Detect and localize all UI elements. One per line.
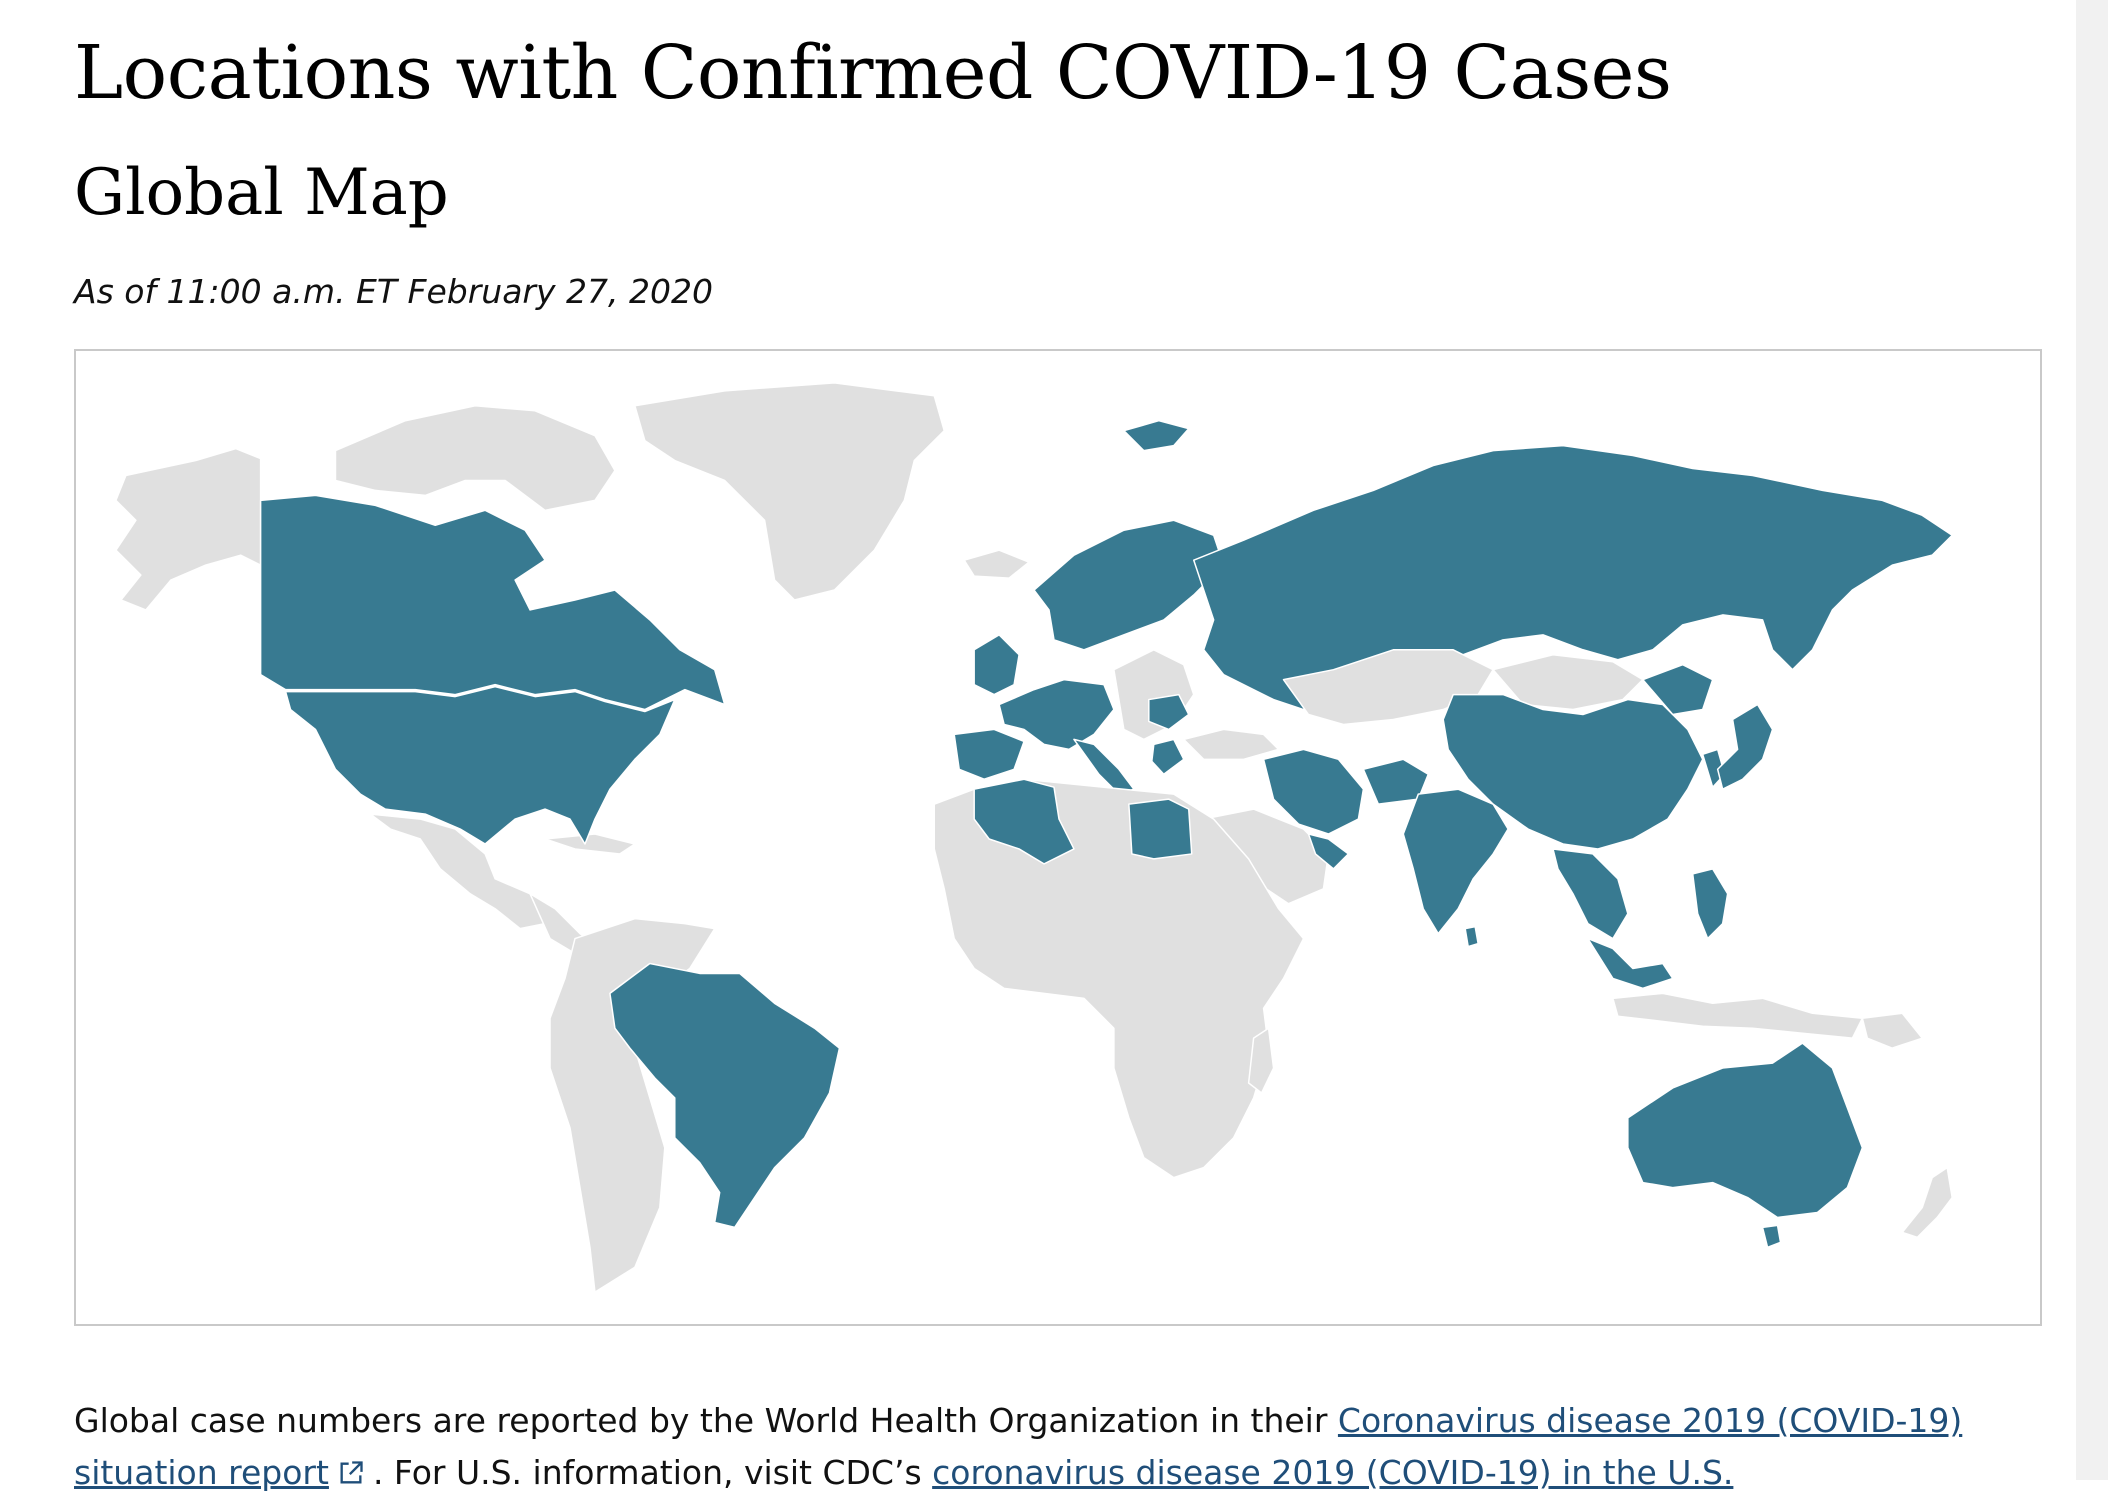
footnote-text-before: Global case numbers are reported by the … xyxy=(74,1401,1338,1440)
region-canadian-arctic xyxy=(334,405,616,512)
country-mexico xyxy=(369,813,546,930)
country-madagascar xyxy=(1247,1027,1275,1094)
country-alaska xyxy=(115,447,262,611)
country-mongolia-border-region xyxy=(1642,663,1714,716)
country-papua-new-guinea xyxy=(1861,1012,1923,1049)
region-scandinavia xyxy=(1033,519,1225,651)
cdc-us-covid-link[interactable]: coronavirus disease 2019 (COVID-19) in t… xyxy=(932,1453,1734,1492)
page-subtitle: Global Map xyxy=(74,156,449,230)
country-egypt xyxy=(1128,798,1193,860)
country-sri-lanka xyxy=(1464,925,1479,948)
country-svalbard xyxy=(1123,419,1190,452)
country-greece xyxy=(1151,738,1185,776)
external-link-icon[interactable] xyxy=(337,1459,365,1487)
country-malaysia xyxy=(1587,937,1674,990)
country-algeria xyxy=(973,778,1075,865)
region-south-america-west xyxy=(549,917,716,1293)
country-india xyxy=(1402,788,1509,935)
world-map-svg xyxy=(115,382,1953,1293)
country-italy xyxy=(1073,738,1135,795)
source-footnote: Global case numbers are reported by the … xyxy=(74,1395,2034,1499)
region-africa xyxy=(933,778,1305,1179)
country-australia xyxy=(1627,1042,1864,1219)
footnote-text-middle: . For U.S. information, visit CDC’s xyxy=(372,1453,933,1492)
country-japan xyxy=(1716,703,1774,790)
country-iran xyxy=(1262,748,1365,835)
region-southeast-asia xyxy=(1552,848,1629,940)
as-of-timestamp: As of 11:00 a.m. ET February 27, 2020 xyxy=(74,272,713,311)
country-greenland xyxy=(634,382,945,601)
country-united-kingdom xyxy=(973,634,1020,696)
region-caribbean xyxy=(544,833,636,855)
country-brazil xyxy=(609,962,841,1229)
country-afghanistan xyxy=(1362,758,1429,805)
region-western-europe xyxy=(998,678,1115,751)
page-scrollbar-track[interactable] xyxy=(2076,0,2108,1480)
country-usa xyxy=(284,685,676,845)
country-philippines xyxy=(1691,868,1729,940)
country-romania xyxy=(1148,693,1190,731)
region-eastern-europe xyxy=(1113,649,1195,741)
region-indonesia xyxy=(1612,992,1864,1039)
global-map[interactable] xyxy=(74,349,2042,1326)
country-canada xyxy=(259,494,726,711)
country-china xyxy=(1442,693,1704,850)
country-iceland xyxy=(963,549,1030,579)
page-title: Locations with Confirmed COVID-19 Cases xyxy=(74,30,1672,116)
country-russia xyxy=(1192,444,1953,711)
region-gulf-states xyxy=(1307,833,1350,870)
country-new-zealand xyxy=(1901,1166,1953,1239)
country-tasmania xyxy=(1761,1224,1782,1249)
country-spain xyxy=(953,728,1025,780)
country-turkey xyxy=(1182,728,1280,761)
